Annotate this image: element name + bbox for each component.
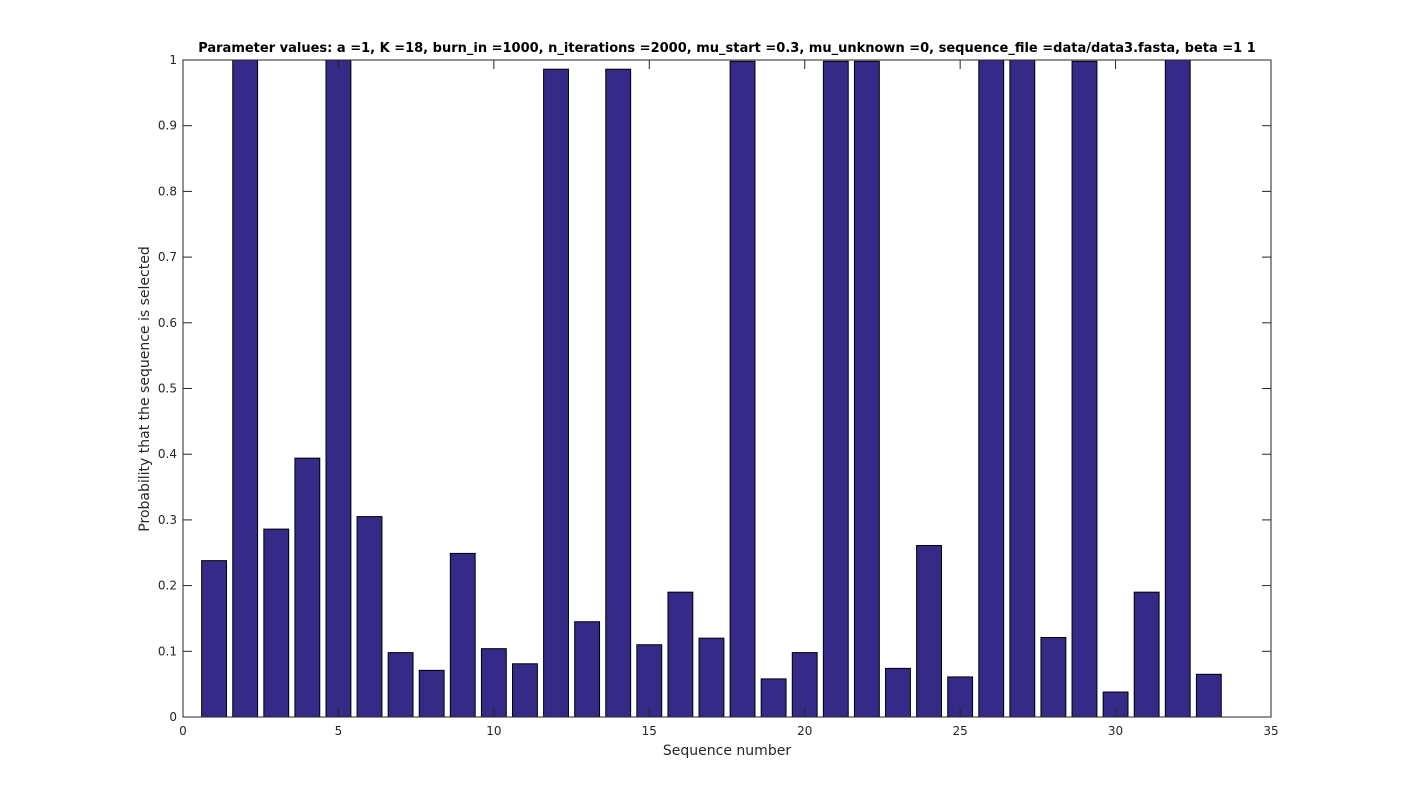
bar-seq-23: [885, 667, 911, 718]
bar-seq-5: [325, 59, 352, 718]
x-tick-label: 30: [1108, 724, 1123, 738]
y-tick-label: 0.5: [158, 382, 177, 396]
y-tick-label: 0.3: [158, 513, 177, 527]
bar-seq-7: [387, 652, 414, 718]
x-tick-label: 25: [953, 724, 968, 738]
y-tick-label: 0.4: [158, 447, 177, 461]
y-tick-label: 0: [169, 710, 177, 724]
bar-seq-15: [636, 644, 663, 718]
bars-layer: [201, 59, 1222, 718]
bar-seq-18: [729, 60, 756, 718]
bar-seq-11: [512, 663, 538, 718]
bar-seq-32: [1164, 59, 1191, 718]
bar-seq-17: [698, 637, 725, 718]
bar-seq-9: [449, 552, 476, 718]
x-tick-label: 20: [797, 724, 812, 738]
y-tick-label: 0.2: [158, 579, 177, 593]
y-tick-label: 0.8: [158, 184, 177, 198]
bar-seq-13: [574, 621, 601, 718]
x-tick-label: 35: [1263, 724, 1278, 738]
chart-title: Parameter values: a =1, K =18, burn_in =…: [198, 41, 1256, 56]
x-tick-label: 15: [642, 724, 657, 738]
bar-seq-8: [418, 669, 445, 718]
bar-seq-14: [605, 68, 632, 718]
bar-seq-19: [760, 678, 787, 718]
y-tick-label: 1: [169, 53, 177, 67]
bar-seq-33: [1195, 673, 1222, 718]
x-tick-label: 5: [335, 724, 343, 738]
bar-seq-4: [294, 457, 321, 718]
bar-seq-27: [1009, 59, 1036, 718]
bar-seq-24: [916, 545, 942, 718]
y-tick-label: 0.9: [158, 119, 177, 133]
bar-seq-26: [978, 59, 1005, 718]
x-axis-label: Sequence number: [663, 743, 791, 759]
y-tick-label: 0.6: [158, 316, 177, 330]
bar-seq-22: [853, 60, 880, 718]
x-tick-label: 0: [179, 724, 187, 738]
ticks-layer: 0 5 10 15 20 25 30 35 0 0.1 0.2 0.3 0.4 0.5 0.6 0.7 0.8 0…: [158, 53, 1279, 738]
x-tick-label: 10: [486, 724, 501, 738]
bar-seq-3: [263, 528, 290, 718]
plot-frame: [182, 59, 1272, 718]
bar-seq-16: [667, 591, 694, 718]
y-axis-label: Probability that the sequence is selecte…: [137, 246, 153, 531]
bar-seq-1: [201, 560, 228, 718]
y-tick-label: 0.7: [158, 250, 177, 264]
bar-seq-28: [1040, 637, 1067, 718]
bar-seq-10: [480, 648, 507, 718]
bar-seq-20: [791, 652, 818, 718]
bar-seq-6: [356, 516, 383, 718]
bar-seq-21: [822, 60, 849, 718]
y-tick-label: 0.1: [158, 644, 177, 658]
bar-seq-2: [232, 59, 259, 718]
bar-seq-31: [1133, 591, 1160, 718]
bar-seq-12: [543, 68, 569, 718]
bar-seq-29: [1071, 60, 1098, 718]
